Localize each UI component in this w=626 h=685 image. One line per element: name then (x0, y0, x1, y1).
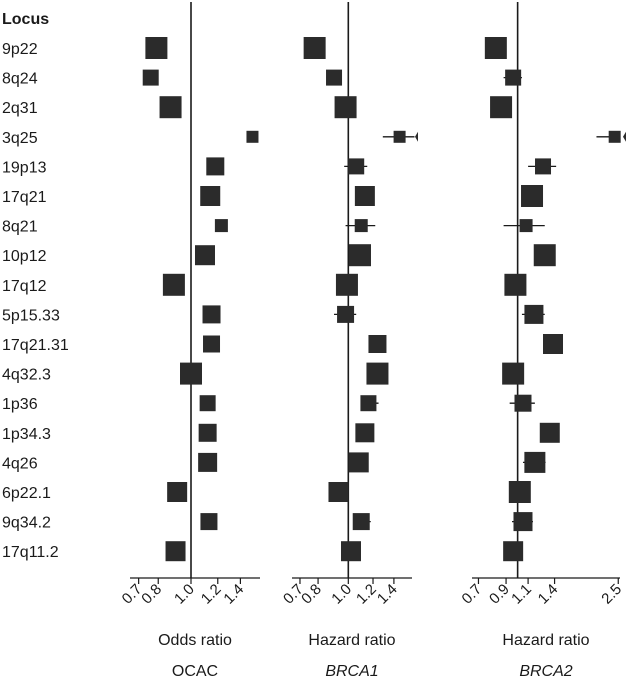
estimate-marker (360, 395, 377, 412)
estimate-marker (200, 513, 218, 531)
estimate-marker (199, 395, 216, 412)
estimate-marker (502, 362, 525, 385)
locus-label: 4q26 (2, 455, 38, 472)
locus-label: 5p15.33 (2, 307, 60, 324)
estimate-marker (348, 452, 369, 473)
estimate-marker (354, 219, 368, 233)
estimate-marker (354, 186, 375, 206)
estimate-marker (504, 273, 527, 296)
estimate-marker (180, 362, 203, 385)
panel-title-brca1: BRCA1 (325, 663, 378, 680)
x-axis-title: Odds ratio (158, 632, 232, 649)
estimate-marker (393, 130, 406, 143)
estimate-marker (519, 219, 533, 233)
panel-title-ocac: OCAC (172, 663, 218, 680)
estimate-marker (326, 69, 343, 86)
estimate-marker (352, 513, 370, 531)
x-tick-label: 1.4 (374, 581, 401, 608)
x-tick-label: 1.4 (535, 581, 562, 608)
estimate-marker (539, 422, 560, 443)
estimate-marker (328, 482, 349, 502)
estimate-marker (348, 244, 371, 267)
estimate-marker (490, 96, 513, 119)
estimate-marker (162, 273, 185, 296)
x-tick-label: 2.5 (598, 581, 625, 608)
locus-label: 17q11.2 (2, 544, 59, 561)
locus-label: 1p36 (2, 396, 38, 413)
estimate-marker (198, 423, 217, 442)
estimate-marker (524, 304, 544, 324)
estimate-marker (142, 69, 159, 86)
estimate-marker (246, 130, 259, 143)
estimate-marker (303, 37, 326, 59)
locus-label: 9p22 (2, 41, 38, 58)
estimate-marker (194, 245, 215, 266)
locus-label: 3q25 (2, 130, 38, 147)
estimate-marker (159, 96, 182, 119)
estimate-marker (337, 305, 355, 323)
estimate-marker (198, 452, 218, 472)
estimate-marker (533, 244, 556, 267)
ci-overflow-arrow (623, 131, 626, 142)
estimate-marker (334, 96, 357, 119)
panel-title-brca2: BRCA2 (519, 663, 572, 680)
locus-label: 8q24 (2, 71, 38, 88)
estimate-marker (167, 482, 188, 502)
x-axis-title: Hazard ratio (308, 632, 395, 649)
estimate-marker (214, 219, 228, 233)
locus-labels: 9p22 8q24 2q31 3q25 19p13 17q21 8q21 10p12 17q12… (2, 41, 69, 561)
locus-label: 17q21 (2, 189, 47, 206)
estimate-marker (340, 541, 361, 562)
locus-label: 9q34.2 (2, 515, 51, 532)
x-tick-label: 1.1 (508, 581, 535, 608)
locus-label: 19p13 (2, 159, 47, 176)
estimate-marker (165, 541, 186, 562)
locus-label: 6p22.1 (2, 485, 51, 502)
estimate-marker (203, 335, 221, 353)
x-tick-label: 1.4 (220, 581, 247, 608)
estimate-marker (608, 130, 621, 143)
estimate-marker (505, 69, 522, 86)
estimate-marker (508, 481, 531, 503)
estimate-marker (521, 185, 544, 207)
locus-label: 8q21 (2, 219, 38, 236)
locus-header: Locus (2, 11, 49, 28)
estimate-marker (335, 273, 358, 296)
estimate-marker (348, 158, 365, 175)
estimate-marker (535, 158, 552, 175)
locus-label: 1p34.3 (2, 426, 51, 443)
locus-label: 17q12 (2, 278, 47, 295)
estimate-marker (366, 362, 389, 385)
x-axis-title: Hazard ratio (502, 632, 589, 649)
locus-label: 2q31 (2, 100, 38, 117)
estimate-marker (206, 157, 225, 176)
estimate-marker (368, 335, 387, 353)
locus-label: 4q32.3 (2, 367, 51, 384)
estimate-marker (355, 423, 375, 443)
estimate-marker (484, 37, 507, 59)
x-tick-label: 0.8 (298, 581, 325, 608)
ci-overflow-arrow (415, 131, 418, 142)
estimate-marker (524, 451, 546, 473)
locus-label: 17q21.31 (2, 337, 69, 354)
estimate-marker (514, 394, 532, 412)
estimate-marker (200, 186, 221, 206)
x-tick-label: 0.7 (459, 581, 486, 608)
estimate-marker (543, 334, 564, 354)
x-tick-label: 1.0 (328, 581, 355, 608)
estimate-marker (145, 37, 168, 59)
estimate-marker (513, 512, 533, 532)
x-tick-label: 1.0 (171, 581, 198, 608)
estimate-marker (202, 305, 221, 324)
x-tick-label: 0.8 (138, 581, 165, 608)
locus-label: 10p12 (2, 248, 47, 265)
estimate-marker (503, 541, 524, 562)
